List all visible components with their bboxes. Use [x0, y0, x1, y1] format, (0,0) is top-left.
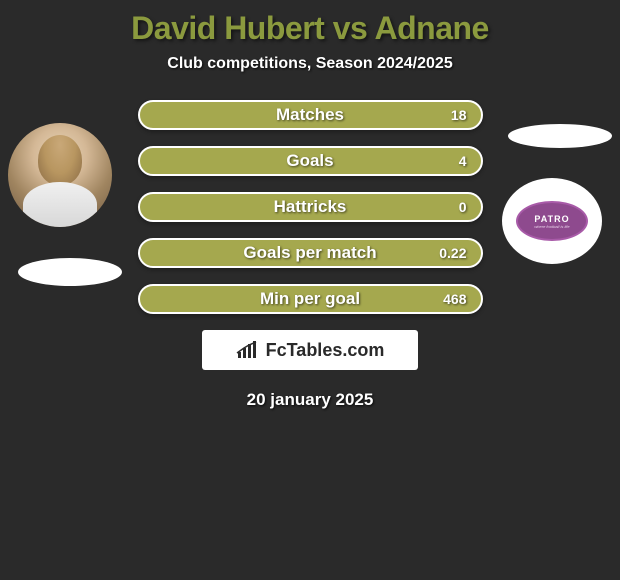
club-badge-left [18, 258, 122, 286]
club-right-label: PATRO [534, 214, 569, 224]
stat-bar-matches: Matches 18 [138, 100, 483, 130]
date-label: 20 january 2025 [10, 390, 610, 410]
stat-label: Hattricks [140, 197, 481, 217]
club-badge-right-inner: PATRO where football is life [516, 201, 588, 241]
logo-text: FcTables.com [266, 340, 385, 361]
stat-bar-goals: Goals 4 [138, 146, 483, 176]
subtitle: Club competitions, Season 2024/2025 [10, 55, 610, 73]
player-avatar-right [508, 124, 612, 148]
stat-label: Matches [140, 105, 481, 125]
stat-bar-hattricks: Hattricks 0 [138, 192, 483, 222]
comparison-card: David Hubert vs Adnane Club competitions… [0, 0, 620, 415]
stat-bar-mpg: Min per goal 468 [138, 284, 483, 314]
stat-label: Goals [140, 151, 481, 171]
stat-value-right: 18 [451, 107, 467, 123]
chart-icon [236, 340, 260, 360]
page-title: David Hubert vs Adnane [10, 10, 610, 47]
stat-label: Goals per match [140, 243, 481, 263]
stat-value-right: 0 [459, 199, 467, 215]
stat-value-right: 0.22 [439, 245, 466, 261]
stats-list: Matches 18 Goals 4 Hattricks 0 Goals per… [138, 100, 483, 314]
stat-label: Min per goal [140, 289, 481, 309]
fctables-logo[interactable]: FcTables.com [202, 330, 418, 370]
club-badge-right: PATRO where football is life [502, 178, 602, 264]
stat-value-right: 4 [459, 153, 467, 169]
club-right-tagline: where football is life [534, 224, 569, 229]
stat-value-right: 468 [443, 291, 466, 307]
stat-bar-gpm: Goals per match 0.22 [138, 238, 483, 268]
player-avatar-left [8, 123, 112, 227]
